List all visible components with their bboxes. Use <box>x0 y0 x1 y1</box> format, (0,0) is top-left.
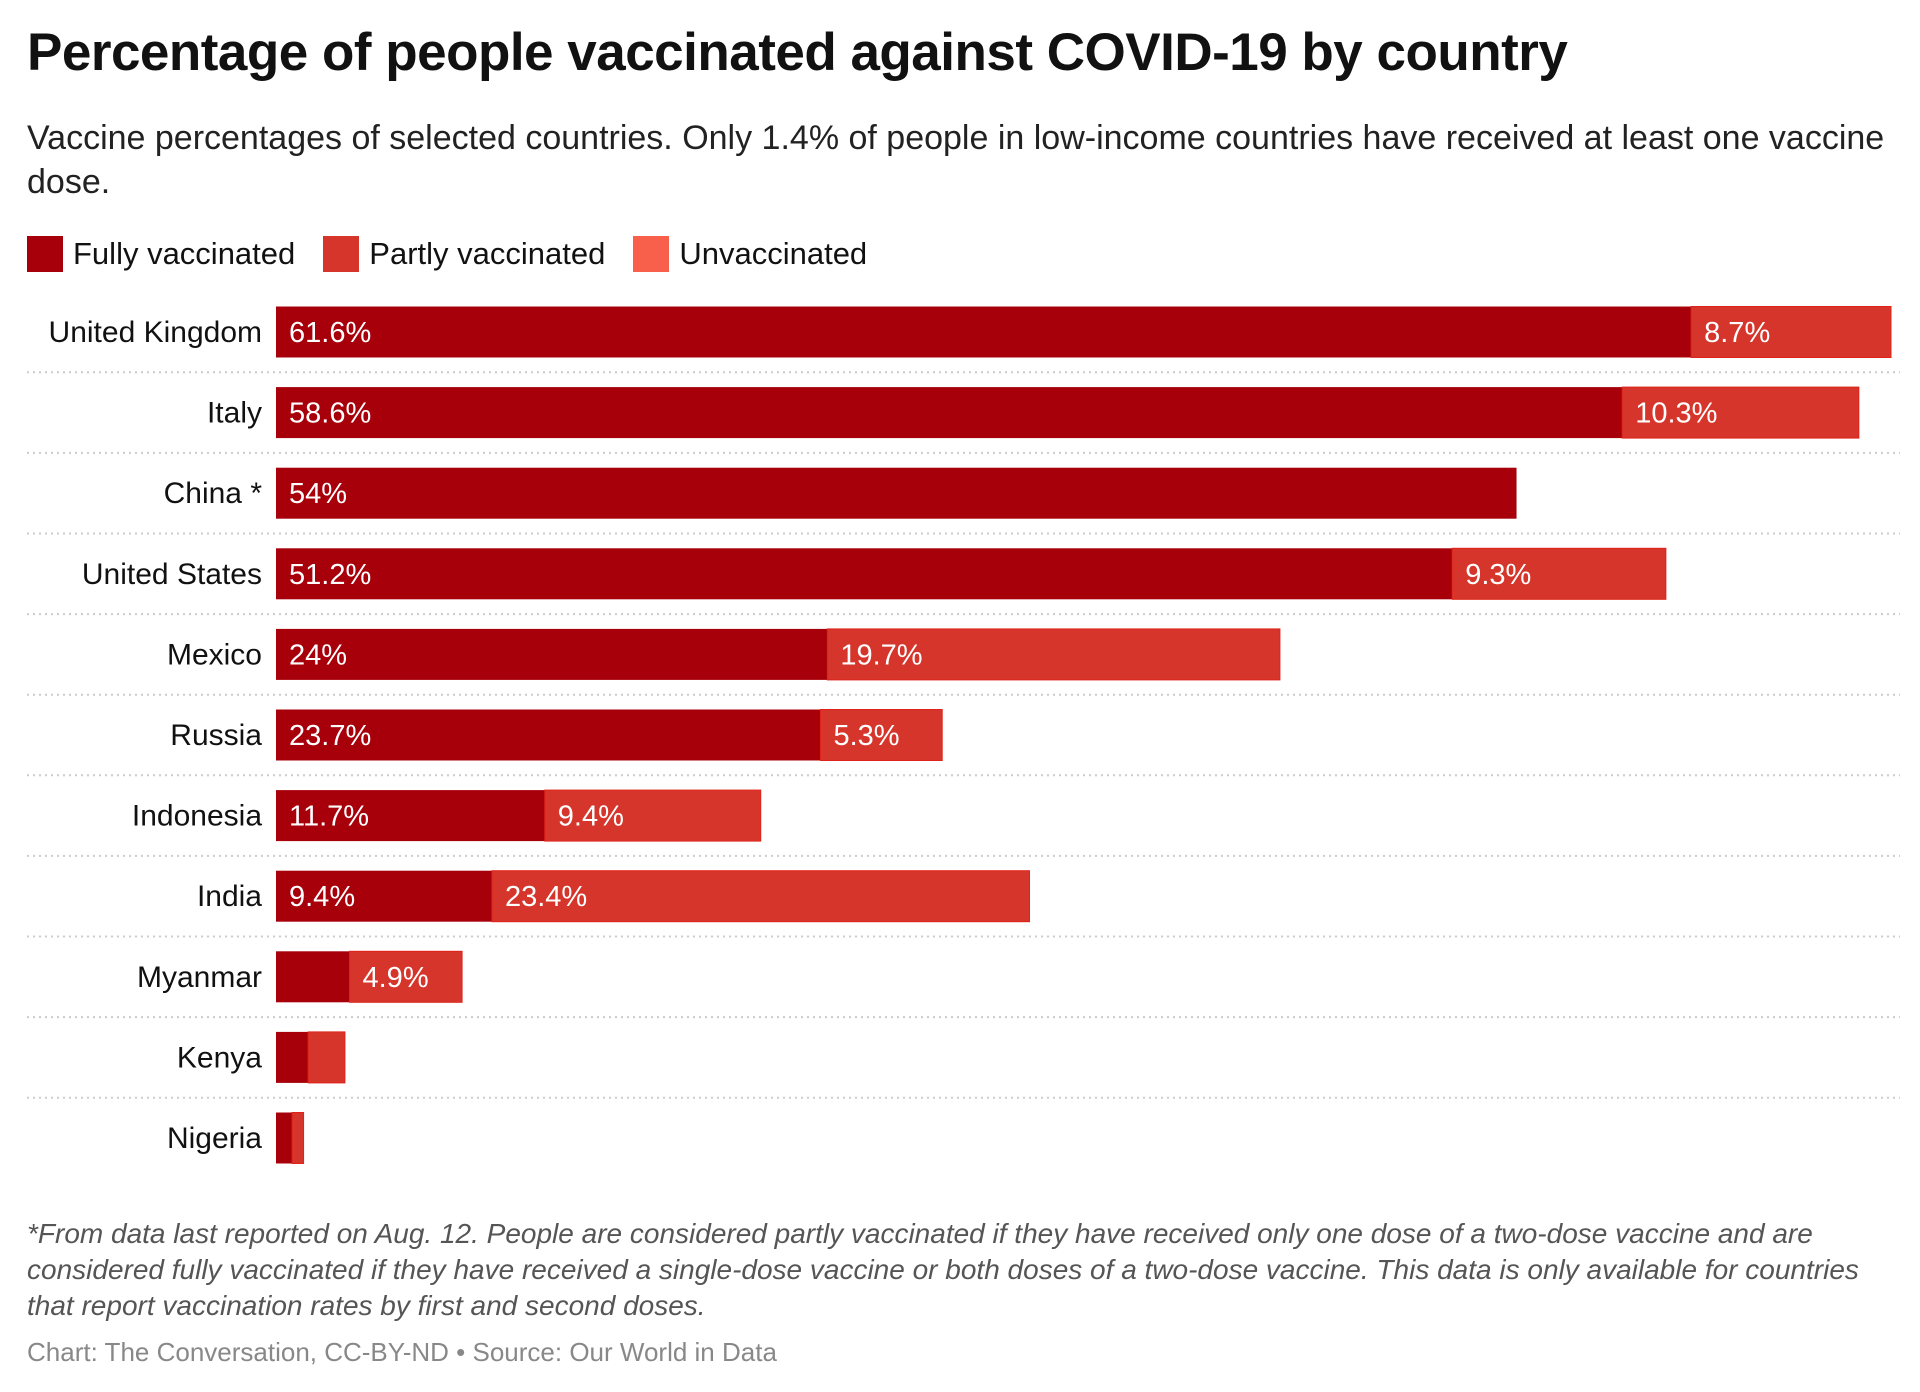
data-label: 54% <box>289 478 347 510</box>
data-label: 9.4% <box>289 881 355 913</box>
bar-segment <box>491 870 1031 923</box>
legend-swatch <box>633 236 670 272</box>
legend-item: Unvaccinated <box>633 236 867 272</box>
bar-segment <box>276 1112 293 1164</box>
bar-segment <box>826 628 1281 681</box>
chart-subtitle: Vaccine percentages of selected countrie… <box>27 119 1885 201</box>
category-label: Indonesia <box>132 800 262 833</box>
category-label: Myanmar <box>137 961 262 994</box>
data-label: 9.3% <box>1465 559 1531 591</box>
bar-segment <box>276 951 350 1003</box>
data-label: 19.7% <box>840 639 922 671</box>
bar-segment <box>307 1031 346 1084</box>
category-label: India <box>197 880 262 913</box>
data-label: 23.4% <box>505 881 587 913</box>
category-label: United States <box>82 558 262 591</box>
bar-segment <box>1451 547 1667 600</box>
legend: Fully vaccinated Partly vaccinated Unvacci… <box>27 236 867 272</box>
bar-segment <box>276 548 1453 600</box>
bar-segment <box>276 709 821 761</box>
bar-segment <box>276 1031 309 1083</box>
category-label: Nigeria <box>167 1122 262 1155</box>
data-label: 10.3% <box>1635 398 1717 430</box>
bar-segment <box>276 467 1517 519</box>
legend-label: Unvaccinated <box>679 236 868 271</box>
bar-segment <box>276 870 492 922</box>
data-label: 61.6% <box>289 317 371 349</box>
footnote: *From data last reported on Aug. 12. Peo… <box>27 1218 1859 1321</box>
category-label: China * <box>164 477 263 510</box>
bar-segment <box>1690 306 1892 358</box>
bar-segment <box>819 709 943 761</box>
data-label: 8.7% <box>1704 317 1770 349</box>
data-label: 11.7% <box>289 801 369 833</box>
bar-segment <box>276 790 545 842</box>
data-label: 5.3% <box>833 720 899 752</box>
chart-title: Percentage of people vaccinated against … <box>27 23 1568 82</box>
bar-segment <box>291 1112 305 1164</box>
bar-segment <box>349 950 463 1003</box>
category-label: Italy <box>207 397 262 430</box>
category-label: Russia <box>170 719 262 752</box>
data-label: 51.2% <box>289 559 371 591</box>
bar-chart: United Kingdom 61.6% 8.7% Italy 58.6% 10.3% Ch… <box>27 306 1900 1164</box>
data-label: 9.4% <box>558 801 624 833</box>
bar-segment <box>544 789 762 842</box>
bar-segment <box>276 306 1692 358</box>
legend-swatch <box>27 236 63 272</box>
bar-segment <box>1621 386 1860 439</box>
legend-label: Partly vaccinated <box>369 236 606 271</box>
bar-segment <box>276 387 1623 439</box>
data-label: 24% <box>289 639 347 671</box>
bar-segment <box>276 628 828 680</box>
legend-item: Fully vaccinated <box>27 236 295 272</box>
source-note: Chart: The Conversation, CC-BY-ND • Sour… <box>27 1337 777 1367</box>
data-label: 58.6% <box>289 398 371 430</box>
data-label: 23.7% <box>289 720 371 752</box>
category-label: United Kingdom <box>49 316 262 349</box>
legend-swatch <box>323 236 360 272</box>
category-label: Mexico <box>167 638 262 671</box>
legend-label: Fully vaccinated <box>73 236 296 271</box>
legend-item: Partly vaccinated <box>323 236 605 272</box>
category-label: Kenya <box>177 1041 262 1074</box>
data-label: 4.9% <box>363 962 429 994</box>
